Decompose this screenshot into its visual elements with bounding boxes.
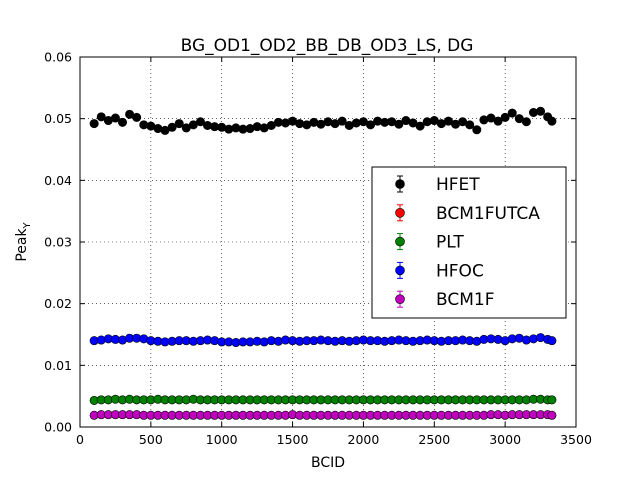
legend-marker-hfoc	[395, 265, 405, 276]
data-point-hfet	[394, 119, 404, 129]
x-tick-label: 2000	[348, 432, 380, 447]
data-points	[89, 106, 557, 420]
y-axis-title-main: Peak	[14, 228, 30, 262]
data-point-bcm1f	[547, 410, 557, 420]
data-point-hfet	[110, 113, 120, 123]
data-point-hfoc	[547, 336, 557, 346]
x-tick-label: 3000	[489, 432, 521, 447]
data-point-hfet	[493, 116, 503, 126]
data-point-hfet	[337, 116, 347, 126]
x-tick-label: 3500	[560, 432, 592, 447]
legend-marker-bcm1futca	[395, 208, 405, 218]
y-tick-label: 0.05	[44, 111, 72, 126]
y-axis-title-subscript: Y	[22, 221, 33, 229]
x-tick-label: 1000	[206, 432, 238, 447]
legend-marker-bcm1f	[395, 294, 405, 305]
legend-label-bcm1f: BCM1F	[436, 290, 495, 310]
data-point-hfet	[366, 120, 376, 130]
data-point-hfet	[507, 108, 517, 118]
y-tick-label: 0.03	[44, 235, 72, 250]
y-tick-label: 0.00	[44, 420, 72, 435]
data-point-hfet	[472, 125, 482, 135]
legend: HFET BCM1FUTCA PLT HFOC BCM1F	[371, 166, 567, 319]
axis-ticks: 0 500 1000 1500 2000 2500 3000 3500 0.00 0.01 0.02…	[44, 50, 592, 448]
data-point-hfet	[96, 112, 106, 122]
legend-label-hfoc: HFOC	[436, 261, 484, 281]
data-point-hfet	[167, 122, 177, 132]
x-tick-label: 1500	[277, 432, 309, 447]
x-axis-title: BCID	[311, 455, 345, 471]
data-point-hfet	[500, 112, 510, 122]
x-tick-label: 2500	[418, 432, 450, 447]
legend-label-bcm1futca: BCM1FUTCA	[436, 204, 540, 224]
svg-text:PeakY: PeakY	[14, 221, 33, 261]
data-point-hfet	[521, 117, 531, 127]
chart-title: BG_OD1_OD2_BB_DB_OD3_LS, DG	[181, 36, 474, 56]
data-point-hfet	[195, 117, 205, 127]
y-tick-label: 0.01	[44, 358, 72, 373]
data-point-hfet	[415, 121, 425, 131]
data-point-hfet	[118, 117, 128, 127]
y-tick-label: 0.06	[44, 50, 72, 65]
data-point-plt	[547, 395, 557, 405]
legend-marker-plt	[395, 236, 405, 247]
data-point-hfet	[132, 112, 142, 122]
data-point-hfet	[547, 116, 557, 126]
data-point-hfet	[174, 119, 184, 129]
y-tick-label: 0.02	[44, 296, 72, 311]
x-tick-label: 500	[139, 432, 163, 447]
data-point-hfet	[465, 120, 475, 130]
legend-label-hfet: HFET	[436, 175, 480, 195]
x-tick-label: 0	[76, 432, 84, 447]
data-point-hfet	[536, 106, 546, 116]
data-point-hfet	[89, 119, 99, 129]
legend-marker-hfet	[395, 179, 405, 189]
y-axis-title: PeakY	[14, 221, 33, 261]
y-tick-label: 0.04	[44, 173, 72, 188]
legend-label-plt: PLT	[436, 233, 464, 253]
